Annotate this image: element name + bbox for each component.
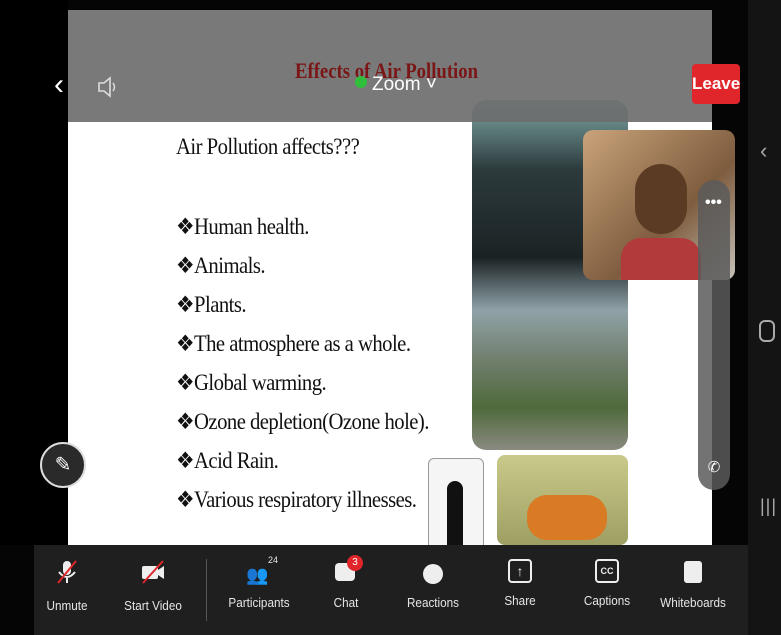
share-icon: ↑ bbox=[508, 559, 532, 583]
slide-heading: Air Pollution affects??? bbox=[176, 134, 359, 160]
slide-list-item: ❖Various respiratory illnesses. bbox=[176, 487, 416, 513]
captions-button[interactable]: CC Captions bbox=[562, 559, 652, 608]
back-button[interactable]: ‹ bbox=[54, 68, 64, 102]
chat-badge: 3 bbox=[347, 555, 363, 571]
divider bbox=[206, 559, 207, 621]
participants-button[interactable]: 👥24 Participants bbox=[214, 559, 304, 610]
meeting-toolbar: Unmute Start Video 👥24 Participants 3 Ch… bbox=[34, 545, 748, 635]
nav-back[interactable]: ‹ bbox=[760, 138, 767, 164]
share-button[interactable]: ↑ Share bbox=[475, 559, 565, 608]
whiteboards-button[interactable]: Whiteboards bbox=[648, 559, 738, 610]
nav-recent[interactable]: ||| bbox=[760, 496, 777, 517]
slide-list-item: ❖Acid Rain. bbox=[176, 448, 278, 474]
app-name[interactable]: Zoom ˅ bbox=[372, 74, 437, 96]
slide-list-item: ❖Animals. bbox=[176, 253, 265, 279]
floating-panel: ••• ✆ bbox=[698, 180, 730, 490]
start-video-button[interactable]: Start Video bbox=[108, 559, 198, 613]
mic-icon bbox=[54, 559, 80, 585]
label: Unmute bbox=[27, 598, 108, 613]
annotate-button[interactable]: ✎ bbox=[40, 442, 86, 488]
slide-list-item: ❖Ozone depletion(Ozone hole). bbox=[176, 409, 429, 435]
chat-button[interactable]: 3 Chat bbox=[301, 559, 391, 610]
zoom-meeting-screen: Air Pollution affects??? ❖Human health. ❖… bbox=[0, 0, 781, 635]
label: Reactions bbox=[393, 595, 474, 610]
leave-button[interactable]: Leave bbox=[692, 64, 740, 104]
whiteboard-icon bbox=[680, 559, 706, 585]
slide-list-item: ❖Human health. bbox=[176, 214, 309, 240]
chat-icon: 3 bbox=[333, 559, 359, 585]
participants-count: 24 bbox=[268, 555, 278, 565]
reactions-icon bbox=[420, 559, 446, 585]
slide-list-item: ❖Global warming. bbox=[176, 370, 326, 396]
slide-list-item: ❖Plants. bbox=[176, 292, 246, 318]
captions-icon: CC bbox=[595, 559, 619, 583]
label: Chat bbox=[306, 595, 387, 610]
secure-icon bbox=[355, 76, 367, 88]
participants-icon: 👥24 bbox=[246, 559, 272, 585]
slide-list-item: ❖The atmosphere as a whole. bbox=[176, 331, 410, 357]
reactions-button[interactable]: Reactions bbox=[388, 559, 478, 610]
phone-button[interactable]: ✆ bbox=[704, 458, 724, 478]
speaker-icon[interactable] bbox=[96, 76, 120, 98]
label: Start Video bbox=[113, 598, 194, 613]
label: Share bbox=[480, 593, 561, 608]
system-nav-bar: ‹ ||| bbox=[748, 0, 781, 635]
nav-home[interactable] bbox=[759, 320, 775, 342]
label: Whiteboards bbox=[653, 595, 734, 610]
unmute-button[interactable]: Unmute bbox=[22, 559, 112, 613]
more-button[interactable]: ••• bbox=[705, 194, 722, 212]
label: Captions bbox=[567, 593, 648, 608]
person-image bbox=[428, 458, 484, 550]
label: Participants bbox=[219, 595, 300, 610]
camera-icon bbox=[140, 559, 166, 585]
app-name-text: Zoom bbox=[372, 74, 421, 95]
tiger-image bbox=[497, 455, 628, 545]
